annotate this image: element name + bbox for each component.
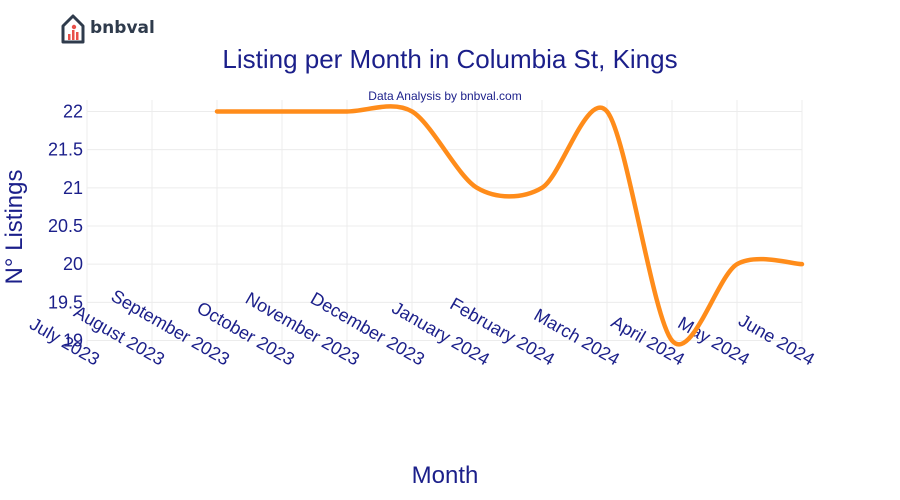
chart-subtitle: Data Analysis by bnbval.com xyxy=(368,89,522,103)
grid-lines xyxy=(86,100,803,352)
y-axis-ticks: 19 19.5 20 20.5 21 21.5 22 xyxy=(48,101,83,350)
x-tick-label: November 2023 xyxy=(242,288,363,369)
x-axis-title: Month xyxy=(412,462,479,489)
series-line-0 xyxy=(214,104,805,347)
y-axis-title: N° Listings xyxy=(1,170,28,285)
x-tick-label: December 2023 xyxy=(307,288,428,369)
house-chart-icon xyxy=(61,14,85,44)
y-tick-label: 20 xyxy=(63,254,83,274)
y-tick-label: 22 xyxy=(63,101,83,121)
y-tick-label: 19.5 xyxy=(48,292,83,312)
y-tick-label: 21.5 xyxy=(48,140,83,160)
series-lines xyxy=(214,104,805,347)
y-tick-label: 19 xyxy=(63,331,83,351)
brand-logo: bnbval xyxy=(60,12,155,44)
y-tick-label: 21 xyxy=(63,178,83,198)
y-tick-label: 20.5 xyxy=(48,216,83,236)
chart-title: Listing per Month in Columbia St, Kings xyxy=(222,44,678,74)
brand-name: bnbval xyxy=(90,18,155,38)
